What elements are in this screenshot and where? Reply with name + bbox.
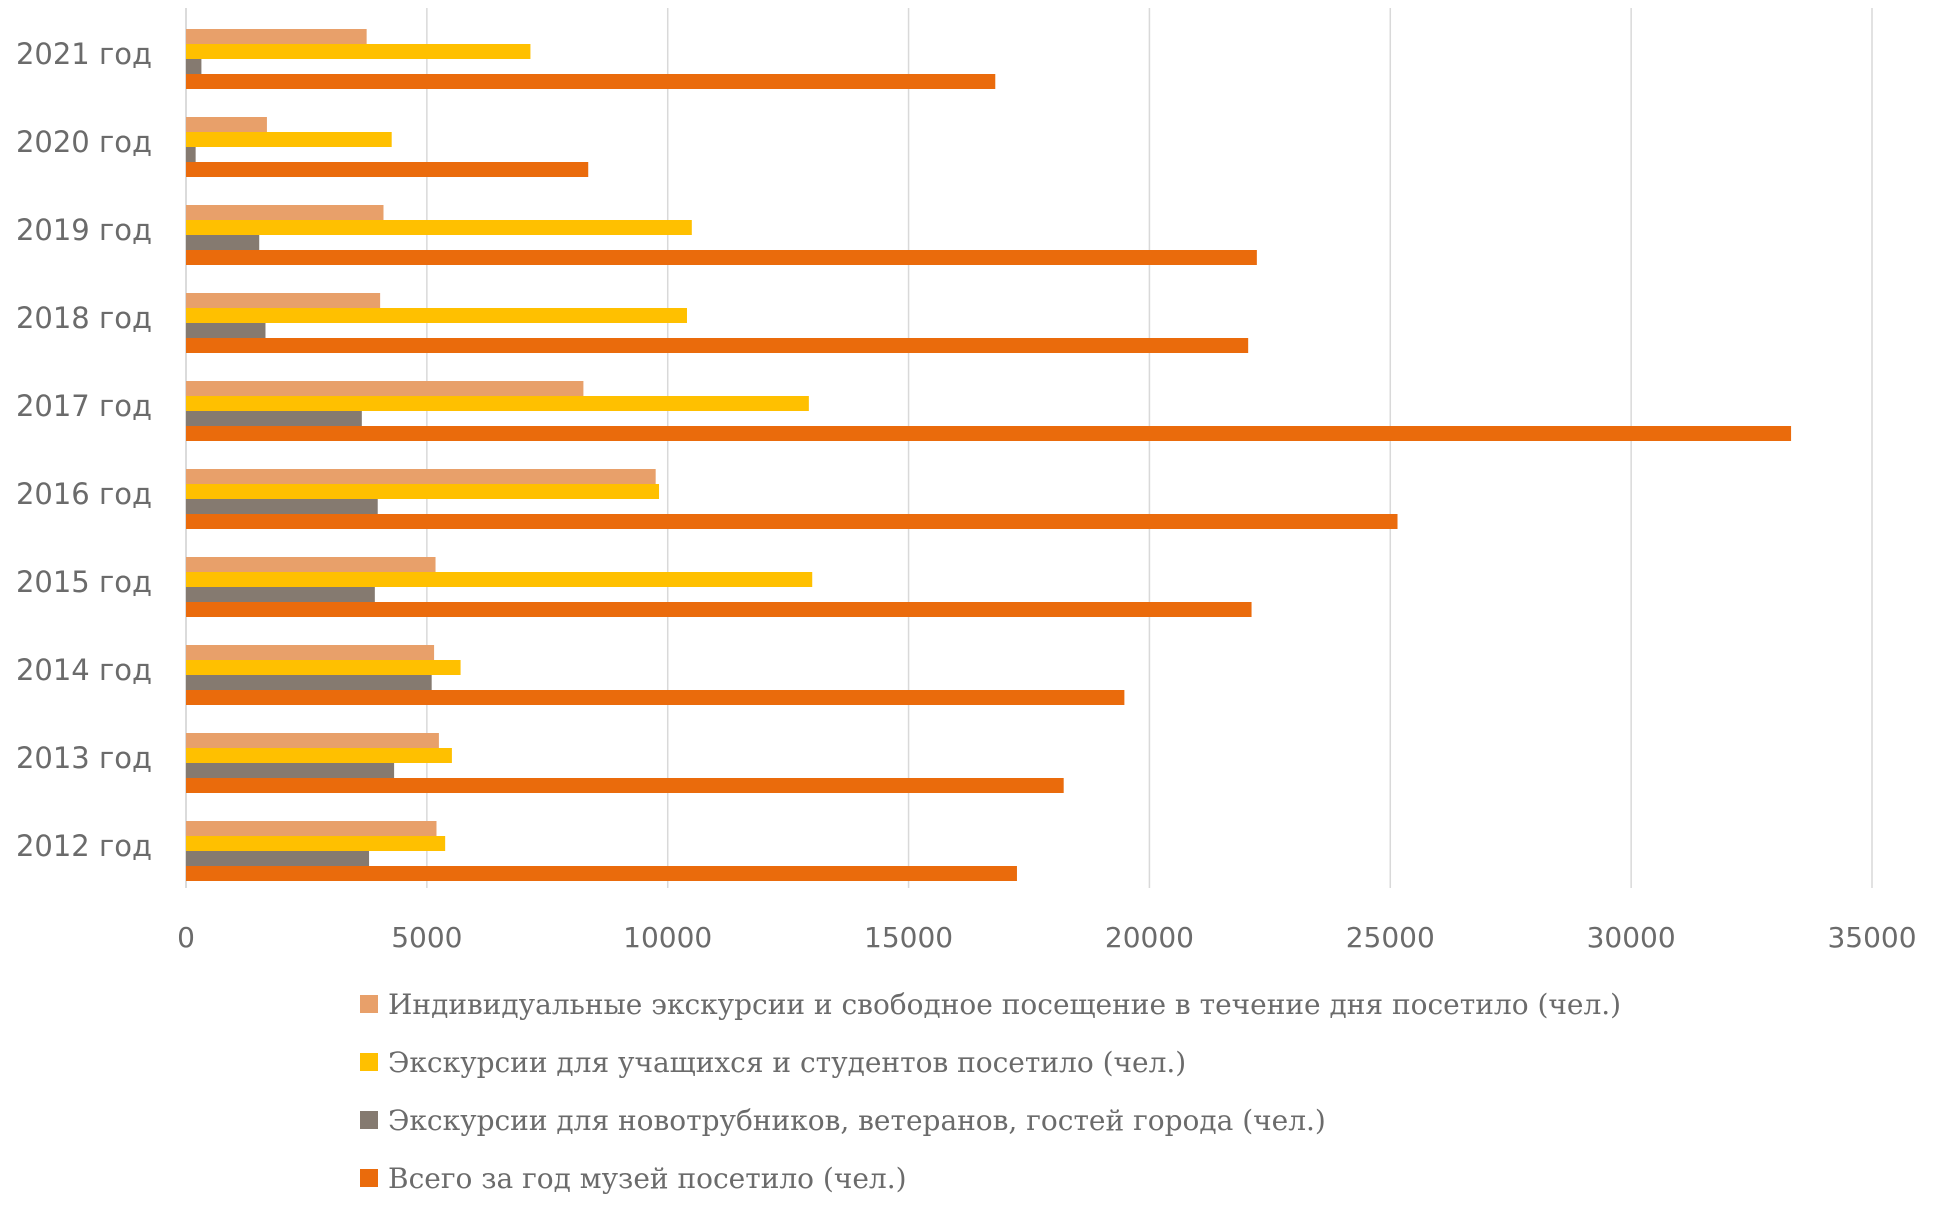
x-tick-label: 15000 [864, 921, 953, 954]
legend-swatch [360, 1053, 378, 1071]
category-label: 2018 год [16, 301, 152, 335]
bar-students [186, 220, 692, 235]
category-label: 2021 год [16, 37, 152, 71]
bar-students [186, 748, 452, 763]
legend-label: Индивидуальные экскурсии и свободное пос… [388, 987, 1622, 1021]
category-label: 2012 год [16, 829, 152, 863]
x-tick-label: 35000 [1827, 921, 1916, 954]
x-axis-ticks: 0 5000 10000 15000 20000 25000 30000 35000 [177, 921, 1916, 954]
x-tick-label: 5000 [391, 921, 462, 954]
bar-total [186, 690, 1125, 705]
bar-students [186, 836, 446, 851]
bar-individual [186, 293, 381, 308]
bar-total [186, 74, 996, 89]
bar-students [186, 396, 809, 411]
bar-students [186, 484, 660, 499]
bar-total [186, 602, 1252, 617]
category-label: 2015 год [16, 565, 152, 599]
legend-swatch [360, 995, 378, 1013]
category-label: 2017 год [16, 389, 152, 423]
category-label: 2014 год [16, 653, 152, 687]
bar-novotrubniki [186, 147, 196, 162]
legend-item: Всего за год музей посетило (чел.) [360, 1149, 1760, 1207]
bar-novotrubniki [186, 587, 375, 602]
bar-individual [186, 821, 437, 836]
bar-individual [186, 381, 584, 396]
legend-swatch [360, 1111, 378, 1129]
bar-individual [186, 205, 384, 220]
bar-novotrubniki [186, 851, 370, 866]
bar-individual [186, 645, 435, 660]
bar-novotrubniki [186, 411, 362, 426]
bar-novotrubniki [186, 323, 266, 338]
bar-total [186, 778, 1064, 793]
bar-total [186, 426, 1792, 441]
bar-individual [186, 733, 439, 748]
legend-label: Экскурсии для новотрубников, ветеранов, … [388, 1103, 1326, 1137]
bar-novotrubniki [186, 499, 378, 514]
bar-total [186, 250, 1257, 265]
bar-novotrubniki [186, 235, 260, 250]
legend: Индивидуальные экскурсии и свободное пос… [360, 975, 1760, 1207]
category-label: 2013 год [16, 741, 152, 775]
legend-swatch [360, 1169, 378, 1187]
bar-students [186, 44, 531, 59]
category-label: 2019 год [16, 213, 152, 247]
bar-students [186, 132, 392, 147]
bar-students [186, 572, 813, 587]
bar-individual [186, 557, 436, 572]
bar-chart: 0 5000 10000 15000 20000 25000 30000 35000 2021… [16, 8, 1917, 954]
bar-individual [186, 29, 367, 44]
legend-label: Всего за год музей посетило (чел.) [388, 1161, 907, 1195]
bar-total [186, 514, 1398, 529]
legend-item: Экскурсии для учащихся и студентов посет… [360, 1033, 1760, 1091]
x-tick-label: 30000 [1587, 921, 1676, 954]
x-tick-label: 20000 [1105, 921, 1194, 954]
bar-novotrubniki [186, 59, 202, 74]
bar-total [186, 162, 589, 177]
y-axis-categories: 2021 год 2020 год 2019 год 2018 год 2017 год… [16, 37, 152, 863]
bar-novotrubniki [186, 675, 432, 690]
bar-students [186, 308, 687, 323]
x-tick-label: 25000 [1346, 921, 1435, 954]
bars [186, 29, 1792, 881]
bar-total [186, 338, 1249, 353]
bar-total [186, 866, 1017, 881]
legend-label: Экскурсии для учащихся и студентов посет… [388, 1045, 1187, 1079]
x-tick-label: 0 [177, 921, 195, 954]
category-label: 2016 год [16, 477, 152, 511]
category-label: 2020 год [16, 125, 152, 159]
x-tick-label: 10000 [623, 921, 712, 954]
legend-item: Экскурсии для новотрубников, ветеранов, … [360, 1091, 1760, 1149]
bar-novotrubniki [186, 763, 395, 778]
bar-students [186, 660, 461, 675]
bar-individual [186, 117, 267, 132]
legend-item: Индивидуальные экскурсии и свободное пос… [360, 975, 1760, 1033]
bar-individual [186, 469, 656, 484]
gridlines [185, 8, 1873, 888]
